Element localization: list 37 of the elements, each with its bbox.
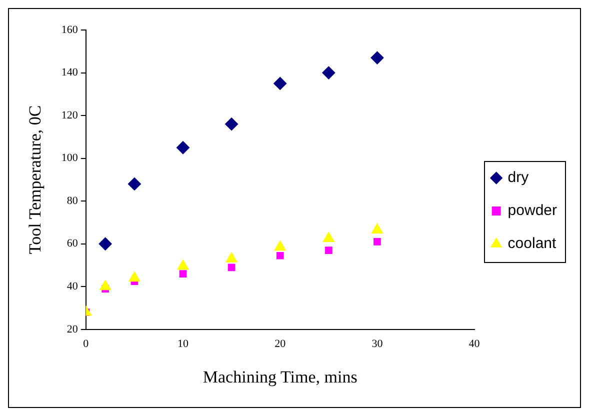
point	[228, 264, 236, 272]
legend-label: coolant	[508, 235, 558, 252]
point	[128, 177, 141, 190]
y-tick-label: 100	[61, 152, 78, 164]
point	[176, 141, 190, 154]
point	[372, 223, 383, 234]
x-tick-label: 30	[372, 338, 384, 350]
point	[276, 252, 284, 260]
point	[226, 252, 238, 262]
legend-label: dry	[508, 169, 530, 186]
y-tick-label: 120	[61, 109, 78, 122]
y-tick-label: 40	[66, 280, 78, 293]
point	[274, 240, 286, 251]
y-tick-label: 20	[66, 323, 78, 336]
x-axis-title: Machining Time, mins	[202, 367, 358, 386]
point	[177, 260, 189, 270]
point	[225, 118, 238, 131]
point	[100, 280, 112, 290]
point	[98, 237, 112, 250]
x-tick-label: 10	[178, 338, 189, 350]
x-tick-label: 0	[83, 338, 90, 350]
point	[179, 270, 187, 278]
y-axis-title: Tool Temperature, 0C	[26, 105, 45, 254]
point	[322, 232, 334, 242]
y-tick-label: 60	[66, 238, 78, 250]
point	[322, 66, 336, 80]
legend-label: powder	[508, 202, 558, 220]
y-tick-label: 80	[66, 194, 78, 207]
x-tick-label: 40	[468, 338, 480, 350]
point	[324, 246, 332, 254]
x-tick-label: 20	[274, 338, 286, 350]
point	[374, 238, 381, 246]
point	[274, 76, 287, 90]
y-tick-label: 160	[61, 24, 78, 36]
point	[128, 272, 140, 282]
y-tick-label: 140	[61, 66, 78, 79]
point	[370, 51, 384, 64]
